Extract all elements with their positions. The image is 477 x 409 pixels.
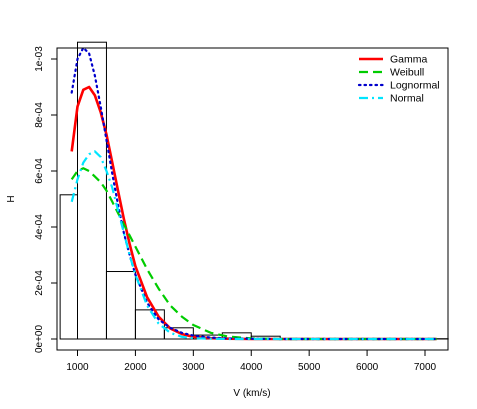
x-axis: 1000 2000 3000 4000 5000 6000 7000	[66, 350, 437, 373]
fitted-curves	[70, 46, 438, 341]
x-tick-label: 3000	[182, 362, 205, 373]
x-tick-label: 5000	[298, 362, 321, 373]
y-tick-label: 2e-04	[34, 270, 45, 296]
y-tick-label: 0e+00	[34, 325, 45, 354]
y-tick-label: 4e-04	[34, 214, 45, 240]
histogram-bar	[163, 327, 194, 340]
plot-frame	[56, 47, 449, 351]
x-tick-label: 4000	[240, 362, 263, 373]
y-tick-label: 8e-04	[34, 102, 45, 128]
x-tick-label: 2000	[124, 362, 147, 373]
legend-label-weibull: Weibull	[390, 67, 424, 79]
series-line-weibull	[70, 167, 437, 341]
x-tick-label: 7000	[414, 362, 437, 373]
series-line-normal	[70, 150, 437, 341]
y-axis: 0e+00 2e-04 4e-04 6e-04 8e-04 1e-03	[34, 46, 57, 353]
x-tick-label: 6000	[356, 362, 379, 373]
histogram-bar	[105, 271, 136, 340]
y-tick-label: 1e-03	[34, 46, 45, 72]
legend-label-normal: Normal	[390, 93, 424, 105]
histogram-bar	[134, 309, 165, 340]
x-tick-label: 1000	[66, 362, 89, 373]
legend-label-lognormal: Lognormal	[390, 80, 440, 92]
y-tick-label: 6e-04	[34, 158, 45, 184]
y-axis-title: H	[6, 195, 17, 202]
legend-label-gamma: Gamma	[390, 54, 428, 66]
x-axis-title: V (km/s)	[233, 388, 270, 399]
